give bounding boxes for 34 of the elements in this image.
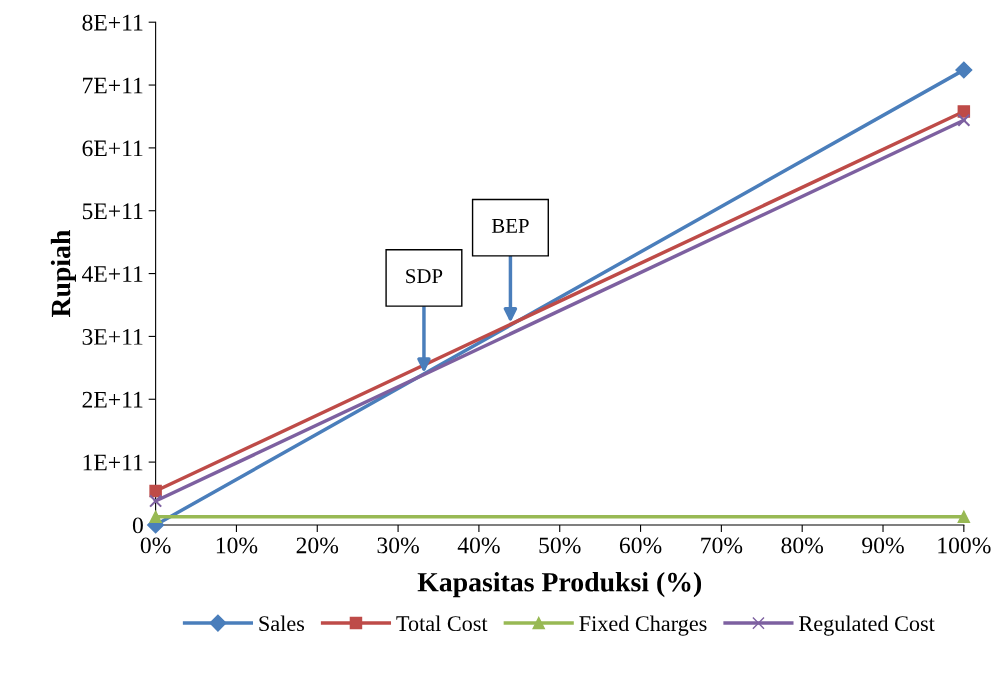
x-tick-label: 80%: [781, 537, 824, 554]
y-tick-label: 2E+11: [82, 391, 143, 408]
legend-label: Fixed Charges: [579, 615, 707, 636]
y-axis-title: Rupiah: [50, 229, 76, 318]
x-tick-label: 10%: [216, 537, 258, 554]
x-tick-label: 70%: [701, 537, 743, 554]
y-tick-label: 3E+11: [82, 328, 143, 345]
point: [957, 113, 971, 127]
y-tick-label: 6E+11: [82, 140, 143, 157]
annotation: BEP: [491, 219, 529, 233]
y-tick-label: 5E+11: [82, 203, 143, 220]
x-tick-label: 100%: [938, 537, 991, 554]
y-tick-label: 7E+11: [83, 77, 143, 94]
point: [955, 61, 973, 79]
point: [957, 510, 971, 524]
x-tick-label: 40%: [457, 537, 500, 554]
x-tick-label: 20%: [296, 537, 339, 554]
y-tick-label: 4E+11: [82, 266, 143, 282]
y-tick-label: 1E+11: [83, 454, 143, 471]
x-axis-title: Kapasitas Produksi (%): [417, 572, 702, 598]
annotation: SDP: [406, 269, 443, 284]
legend-label: Total Cost: [396, 615, 488, 632]
point: [149, 494, 163, 508]
point: [149, 484, 162, 498]
x-tick-label: 60%: [619, 537, 662, 554]
x-tick-label: 50%: [539, 537, 581, 554]
point: [149, 510, 162, 524]
x-tick-label: 30%: [377, 537, 419, 554]
y-tick-label: 0: [132, 517, 143, 534]
legend-label: Regulated Cost: [799, 615, 935, 636]
x-tick-label: 90%: [862, 537, 904, 554]
x-tick-label: 0%: [140, 537, 171, 554]
legend-label: Sales: [259, 615, 305, 632]
y-tick-label: 8E+11: [82, 14, 143, 31]
